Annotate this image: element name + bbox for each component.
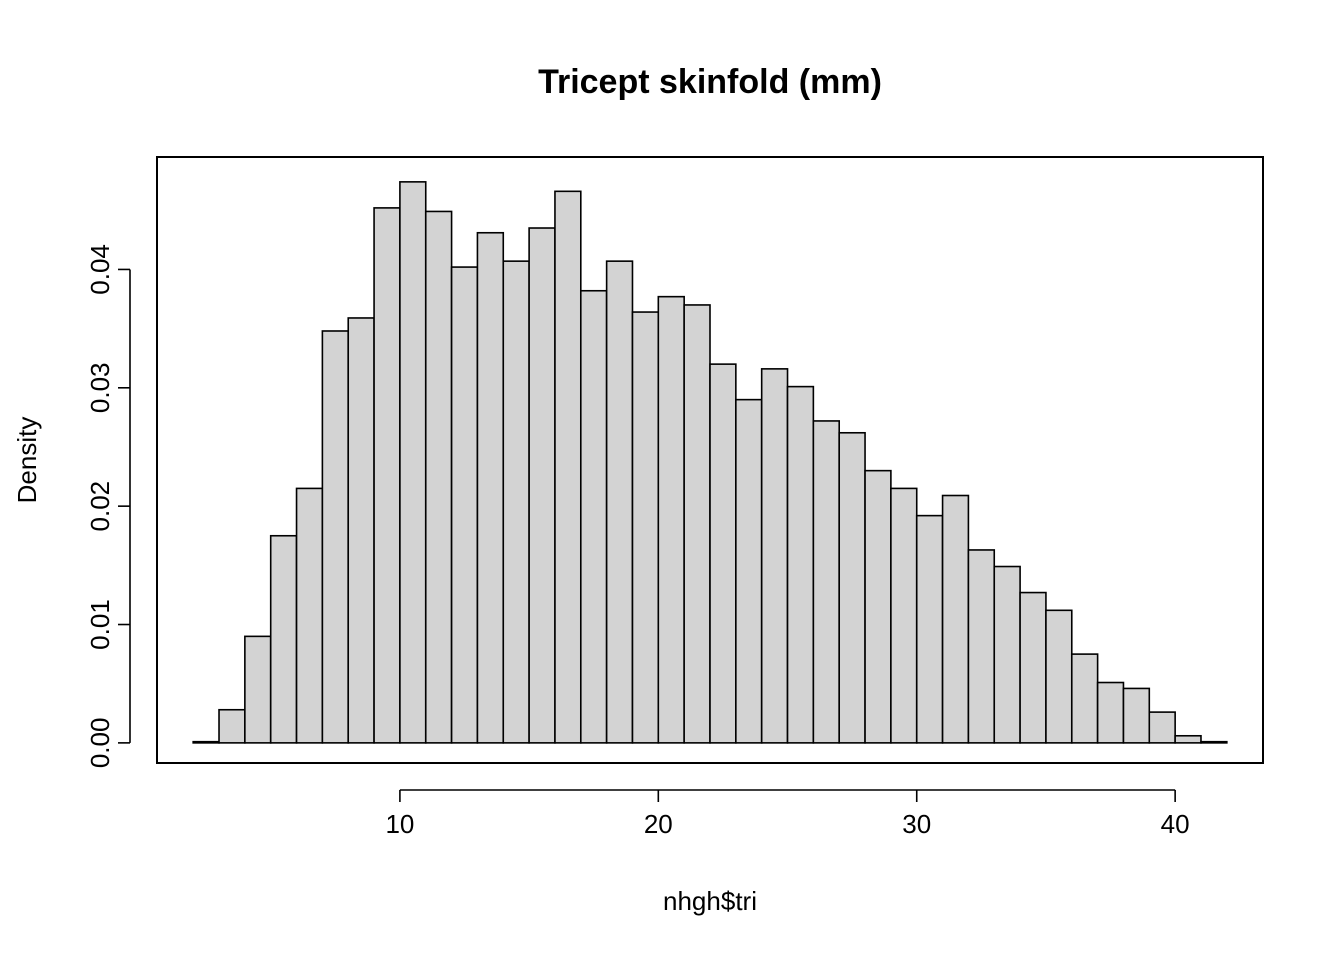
histogram-bar bbox=[1122, 687, 1151, 744]
histogram-bar bbox=[605, 260, 634, 744]
histogram-bar bbox=[1174, 734, 1202, 744]
histogram-bar bbox=[915, 514, 944, 744]
histogram-bar bbox=[1096, 681, 1125, 744]
y-tick-label: 0.02 bbox=[85, 481, 115, 532]
histogram-bar bbox=[838, 431, 866, 744]
histogram-bar bbox=[554, 190, 582, 744]
histogram-bar bbox=[192, 740, 220, 744]
plot-frame bbox=[156, 156, 1264, 764]
y-tick-label: 0.04 bbox=[85, 244, 115, 295]
histogram-bar bbox=[631, 311, 660, 744]
histogram-bar bbox=[890, 487, 918, 744]
histogram-bar bbox=[373, 207, 401, 744]
histogram-bar bbox=[450, 266, 479, 744]
histogram-bar bbox=[683, 304, 711, 744]
histogram-bar bbox=[1045, 609, 1073, 744]
histogram-bar bbox=[476, 231, 505, 744]
histogram-bar bbox=[760, 368, 789, 744]
y-tick-label: 0.03 bbox=[85, 362, 115, 413]
chart-title: Tricept skinfold (mm) bbox=[538, 63, 882, 101]
histogram-bar bbox=[218, 708, 246, 744]
x-axis-label: nhgh$tri bbox=[663, 886, 757, 916]
histogram-bar bbox=[1200, 740, 1228, 744]
x-axis: 10 20 30 40 bbox=[385, 789, 1190, 839]
histogram-bar bbox=[347, 317, 375, 744]
histogram-bar bbox=[579, 289, 608, 744]
x-tick-label: 40 bbox=[1161, 809, 1190, 839]
histogram-bar bbox=[1148, 711, 1176, 744]
histogram-bar bbox=[864, 469, 892, 744]
histogram-bar bbox=[502, 260, 530, 744]
bars-group bbox=[192, 181, 1228, 744]
histogram-bar bbox=[528, 227, 556, 744]
y-tick-label: 0.01 bbox=[85, 599, 115, 650]
histogram-bar bbox=[735, 398, 763, 744]
histogram-bar bbox=[269, 534, 298, 744]
histogram-bar bbox=[812, 420, 841, 744]
histogram-bar bbox=[295, 487, 324, 744]
x-tick-label: 30 bbox=[902, 809, 931, 839]
histogram-bar bbox=[424, 210, 453, 744]
histogram-bar bbox=[321, 330, 350, 744]
y-tick-label: 0.00 bbox=[85, 718, 115, 769]
x-tick-label: 10 bbox=[385, 809, 414, 839]
histogram-bar bbox=[244, 635, 272, 744]
histogram-bar bbox=[786, 385, 815, 744]
histogram-bar bbox=[657, 295, 685, 744]
histogram-bar bbox=[967, 549, 996, 744]
y-axis-label: Density bbox=[12, 417, 42, 504]
histogram-bar bbox=[399, 181, 427, 744]
x-tick-label: 20 bbox=[644, 809, 673, 839]
histogram-bar bbox=[941, 494, 970, 744]
histogram-bar bbox=[1070, 653, 1099, 744]
histogram-bar bbox=[1019, 591, 1047, 744]
y-axis: 0.00 0.01 0.02 0.03 0.04 bbox=[85, 244, 131, 769]
histogram-bar bbox=[709, 363, 737, 744]
histogram-bar bbox=[993, 565, 1021, 744]
